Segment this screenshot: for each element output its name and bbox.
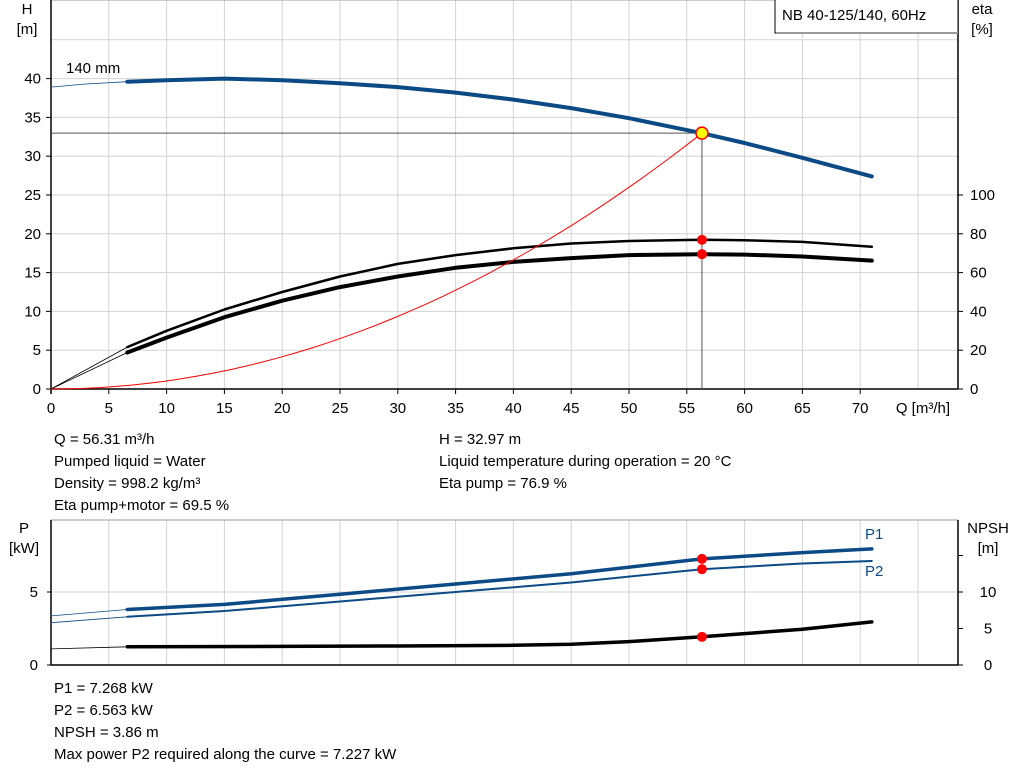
npsh-curve-extrapolated bbox=[50, 646, 128, 650]
head-curve bbox=[125, 76, 874, 179]
eta_pump-curve bbox=[126, 238, 874, 349]
y-tick-label-left: 0 bbox=[33, 381, 41, 398]
p2-label: P2 bbox=[865, 563, 883, 580]
x-tick-label: 20 bbox=[274, 400, 291, 417]
info-density: Density = 998.2 kg/m³ bbox=[54, 475, 201, 492]
eta_pump_motor-curve bbox=[125, 252, 874, 355]
duty-info-left: Q = 56.31 m³/h Pumped liquid = Water Den… bbox=[54, 429, 229, 517]
system-curve bbox=[50, 132, 703, 390]
y-tick-label-right: 20 bbox=[970, 342, 987, 359]
power-info: P1 = 7.268 kW P2 = 6.563 kW NPSH = 3.86 … bbox=[54, 678, 396, 766]
y-tick-label-right: 80 bbox=[970, 226, 987, 243]
npsh-marker bbox=[696, 631, 707, 642]
y-axis-label-left: [m] bbox=[17, 21, 38, 38]
eta_pump-curve-extrapolated bbox=[50, 346, 128, 390]
x-tick-label: 50 bbox=[621, 400, 638, 417]
y-tick-label-right: 60 bbox=[970, 265, 987, 282]
y-tick-label-left: 10 bbox=[24, 303, 41, 320]
y-tick-label-right: 40 bbox=[970, 303, 987, 320]
info-p2: P2 = 6.563 kW bbox=[54, 702, 153, 719]
duty-info-right: H = 32.97 m Liquid temperature during op… bbox=[439, 429, 731, 495]
y-tick-label-left: 5 bbox=[30, 584, 38, 601]
x-tick-label: 0 bbox=[47, 400, 55, 417]
p2-curve bbox=[126, 560, 873, 618]
y-tick-label-right: 10 bbox=[980, 584, 997, 601]
x-tick-label: 70 bbox=[852, 400, 869, 417]
p1-marker bbox=[696, 553, 707, 564]
title-box bbox=[774, 0, 959, 34]
info-temperature: Liquid temperature during operation = 20… bbox=[439, 453, 732, 470]
chart-title: NB 40-125/140, 60Hz bbox=[782, 7, 926, 24]
x-tick-label: 65 bbox=[794, 400, 811, 417]
y-tick-label-left: 35 bbox=[24, 109, 41, 126]
y-axis-label-left: H bbox=[22, 1, 33, 18]
x-tick-label: 55 bbox=[678, 400, 695, 417]
y-axis-label-right: [%] bbox=[971, 21, 993, 38]
x-tick-label: 30 bbox=[389, 400, 406, 417]
info-p1: P1 = 7.268 kW bbox=[54, 680, 153, 697]
x-axis-label: Q [m³/h] bbox=[896, 400, 950, 417]
y-tick-label-left: 40 bbox=[24, 71, 41, 88]
y-axis-label-left: [kW] bbox=[9, 540, 39, 557]
y-tick-label-right: 0 bbox=[984, 657, 992, 674]
y-tick-label-left: 0 bbox=[30, 657, 38, 674]
info-max-p2: Max power P2 required along the curve = … bbox=[54, 746, 397, 763]
info-q: Q = 56.31 m³/h bbox=[54, 431, 155, 448]
x-tick-label: 60 bbox=[736, 400, 753, 417]
p2-curve-extrapolated bbox=[50, 616, 128, 624]
eta-pump-marker bbox=[696, 234, 707, 245]
x-tick-label: 10 bbox=[158, 400, 175, 417]
y-tick-label-left: 5 bbox=[33, 342, 41, 359]
y-axis-label-right: eta bbox=[972, 1, 994, 18]
y-tick-label-right: 0 bbox=[970, 381, 978, 398]
x-tick-label: 15 bbox=[216, 400, 233, 417]
y-tick-label-right: 5 bbox=[984, 621, 992, 638]
y-tick-label-left: 20 bbox=[24, 226, 41, 243]
y-axis-label-right: NPSH bbox=[967, 520, 1009, 537]
x-tick-label: 5 bbox=[105, 400, 113, 417]
y-tick-label-left: 30 bbox=[24, 148, 41, 165]
duty-point-marker bbox=[695, 126, 709, 140]
head-curve-extrapolated bbox=[50, 81, 128, 88]
y-tick-label-left: 15 bbox=[24, 265, 41, 282]
p2-marker bbox=[696, 564, 707, 575]
p1-label: P1 bbox=[865, 526, 883, 543]
info-h: H = 32.97 m bbox=[439, 431, 522, 448]
x-tick-label: 45 bbox=[563, 400, 580, 417]
x-tick-label: 35 bbox=[447, 400, 464, 417]
eta-pump-motor-marker bbox=[696, 249, 707, 260]
info-eta-pump-motor: Eta pump+motor = 69.5 % bbox=[54, 497, 230, 514]
curve-label: 140 mm bbox=[66, 60, 120, 77]
info-npsh: NPSH = 3.86 m bbox=[54, 724, 159, 741]
p1-curve-extrapolated bbox=[50, 609, 128, 617]
info-liquid: Pumped liquid = Water bbox=[54, 453, 206, 470]
p1-curve bbox=[125, 547, 874, 612]
x-tick-label: 40 bbox=[505, 400, 522, 417]
x-tick-label: 25 bbox=[332, 400, 349, 417]
npsh-curve bbox=[125, 620, 874, 649]
y-axis-label-left: P bbox=[19, 520, 29, 537]
info-eta-pump: Eta pump = 76.9 % bbox=[439, 475, 567, 492]
eta_pump_motor-curve-extrapolated bbox=[50, 352, 128, 390]
y-tick-label-left: 25 bbox=[24, 187, 41, 204]
y-axis-label-right: [m] bbox=[978, 540, 999, 557]
y-tick-label-right: 100 bbox=[970, 187, 995, 204]
